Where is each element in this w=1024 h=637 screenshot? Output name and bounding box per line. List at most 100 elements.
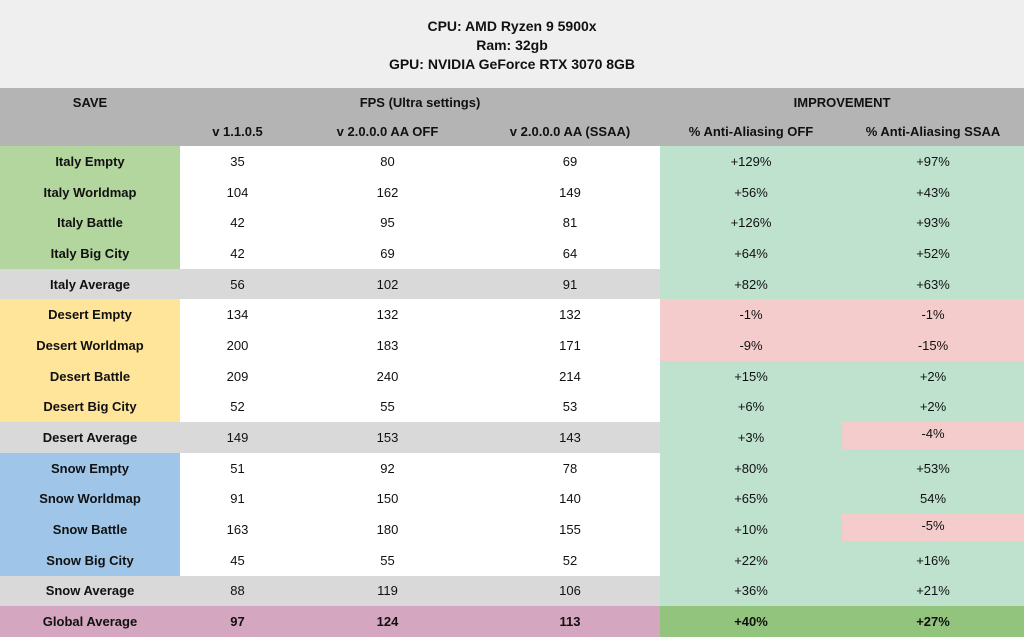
improvement-value: +65% <box>660 483 843 515</box>
fps-value: 153 <box>295 422 480 453</box>
fps-value: 132 <box>559 307 581 323</box>
improvement-value: -9% <box>660 330 843 361</box>
fps-value: 102 <box>295 268 480 300</box>
fps-value: 81 <box>562 215 578 231</box>
fps-value: 134 <box>226 307 249 323</box>
table-row: Italy Average 56 102 91 +82% +63% <box>0 268 1024 300</box>
improvement-value: +64% <box>660 238 843 269</box>
fps-value: 113 <box>480 606 661 637</box>
row-label: Snow Worldmap <box>0 483 180 515</box>
fps-value: 45 <box>230 552 245 568</box>
row-label: Snow Big City <box>0 544 180 576</box>
header-group-row: SAVE FPS (Ultra settings) IMPROVEMENT <box>0 88 1024 117</box>
improvement-value: +6% <box>660 391 843 423</box>
improvement-value: +126% <box>660 207 843 239</box>
row-label: Snow Battle <box>0 514 180 545</box>
fps-value: 106 <box>480 575 661 607</box>
system-specs: CPU: AMD Ryzen 9 5900x Ram: 32gb GPU: NV… <box>0 0 1024 88</box>
fps-value: 119 <box>295 575 480 607</box>
improvement-value: +80% <box>660 452 843 484</box>
improvement-value: -5% <box>842 514 1024 545</box>
fps-value: 149 <box>559 184 581 200</box>
table-row: Italy Battle 42 95 81 +126% +93% <box>0 207 1024 239</box>
fps-value: 143 <box>480 422 661 453</box>
row-label: Global Average <box>0 606 180 637</box>
row-label: Italy Worldmap <box>0 176 180 208</box>
table-row: Desert Battle 209 240 214 +15% +2% <box>0 360 1024 392</box>
fps-value: 140 <box>559 491 581 507</box>
improvement-value: +52% <box>842 238 1024 269</box>
improvement-value: -15% <box>842 330 1024 361</box>
improvement-value: +53% <box>842 452 1024 484</box>
table-row: Desert Empty 134 132 132 -1% -1% <box>0 299 1024 331</box>
improvement-value: +2% <box>842 391 1024 423</box>
row-label: Italy Empty <box>0 146 180 177</box>
table-row: Snow Big City 45 55 52 +22% +16% <box>0 544 1024 576</box>
fps-value: 42 <box>230 215 245 231</box>
table-row: Global Average 97 124 113 +40% +27% <box>0 606 1024 637</box>
improvement-value: +15% <box>660 360 843 392</box>
table-header: SAVE FPS (Ultra settings) IMPROVEMENT v … <box>0 88 1024 146</box>
header-save: SAVE <box>72 95 108 110</box>
fps-value: 52 <box>562 552 578 568</box>
improvement-value: -1% <box>660 299 843 331</box>
improvement-value: +10% <box>660 514 843 545</box>
improvement-value: +22% <box>660 544 843 576</box>
improvement-value: +97% <box>842 146 1024 177</box>
row-label: Desert Average <box>0 422 180 453</box>
row-label: Snow Average <box>0 575 180 607</box>
fps-value: 95 <box>380 215 395 231</box>
fps-value: 150 <box>376 491 399 507</box>
fps-value: 183 <box>376 337 399 353</box>
header-col-v2-aa-off: v 2.0.0.0 AA OFF <box>336 124 439 139</box>
fps-value: 240 <box>376 368 399 384</box>
fps-value: 180 <box>376 522 399 538</box>
row-label: Desert Battle <box>0 360 180 392</box>
benchmark-table: SAVE FPS (Ultra settings) IMPROVEMENT v … <box>0 88 1024 637</box>
fps-value: 155 <box>559 522 581 538</box>
negative-improvement-overlay: -4% <box>842 422 1024 450</box>
fps-value: 35 <box>230 153 245 169</box>
header-save-spacer <box>0 117 180 146</box>
improvement-value: +56% <box>660 176 843 208</box>
spec-gpu: GPU: NVIDIA GeForce RTX 3070 8GB <box>388 55 636 72</box>
row-label: Desert Worldmap <box>0 330 180 361</box>
row-label: Italy Average <box>0 268 180 300</box>
fps-value: 69 <box>380 245 395 261</box>
fps-value: 52 <box>230 399 245 415</box>
fps-value: 64 <box>562 245 578 261</box>
fps-value: 149 <box>180 422 295 453</box>
table-body: Italy Empty 35 80 69 +129% +97% Italy Worldmap… <box>0 146 1024 637</box>
row-label: Desert Big City <box>0 391 180 423</box>
improvement-value: +36% <box>660 575 843 607</box>
improvement-value: +40% <box>660 606 843 637</box>
improvement-value: 54% <box>842 483 1024 515</box>
improvement-value: +43% <box>842 176 1024 208</box>
header-improvement-group: IMPROVEMENT <box>793 95 891 110</box>
improvement-value: +21% <box>842 575 1024 607</box>
fps-value: 53 <box>562 399 578 415</box>
table-row: Desert Worldmap 200 183 171 -9% -15% <box>0 330 1024 361</box>
improvement-value: -1% <box>842 299 1024 331</box>
table-row: Italy Worldmap 104 162 149 +56% +43% <box>0 176 1024 208</box>
fps-value: 104 <box>226 184 249 200</box>
improvement-value: +3% <box>660 422 843 453</box>
improvement-value: +27% <box>842 606 1024 637</box>
fps-value: 200 <box>226 337 249 353</box>
improvement-value: -4% <box>842 422 1024 453</box>
improvement-value: +93% <box>842 207 1024 239</box>
improvement-value: +82% <box>660 268 843 300</box>
row-label: Italy Big City <box>0 238 180 269</box>
table-row: Snow Empty 51 92 78 +80% +53% <box>0 452 1024 484</box>
table-row: Italy Empty 35 80 69 +129% +97% <box>0 146 1024 177</box>
fps-value: 171 <box>559 337 581 353</box>
fps-value: 55 <box>380 399 395 415</box>
fps-value: 163 <box>226 522 249 538</box>
header-fps-group: FPS (Ultra settings) <box>359 95 481 110</box>
header-col-pct-aa-ssaa: % Anti-Aliasing SSAA <box>865 124 1001 139</box>
fps-value: 42 <box>230 245 245 261</box>
table-row: Snow Worldmap 91 150 140 +65% 54% <box>0 483 1024 515</box>
fps-value: 55 <box>380 552 395 568</box>
header-col-v2-aa-ssaa: v 2.0.0.0 AA (SSAA) <box>509 124 631 139</box>
